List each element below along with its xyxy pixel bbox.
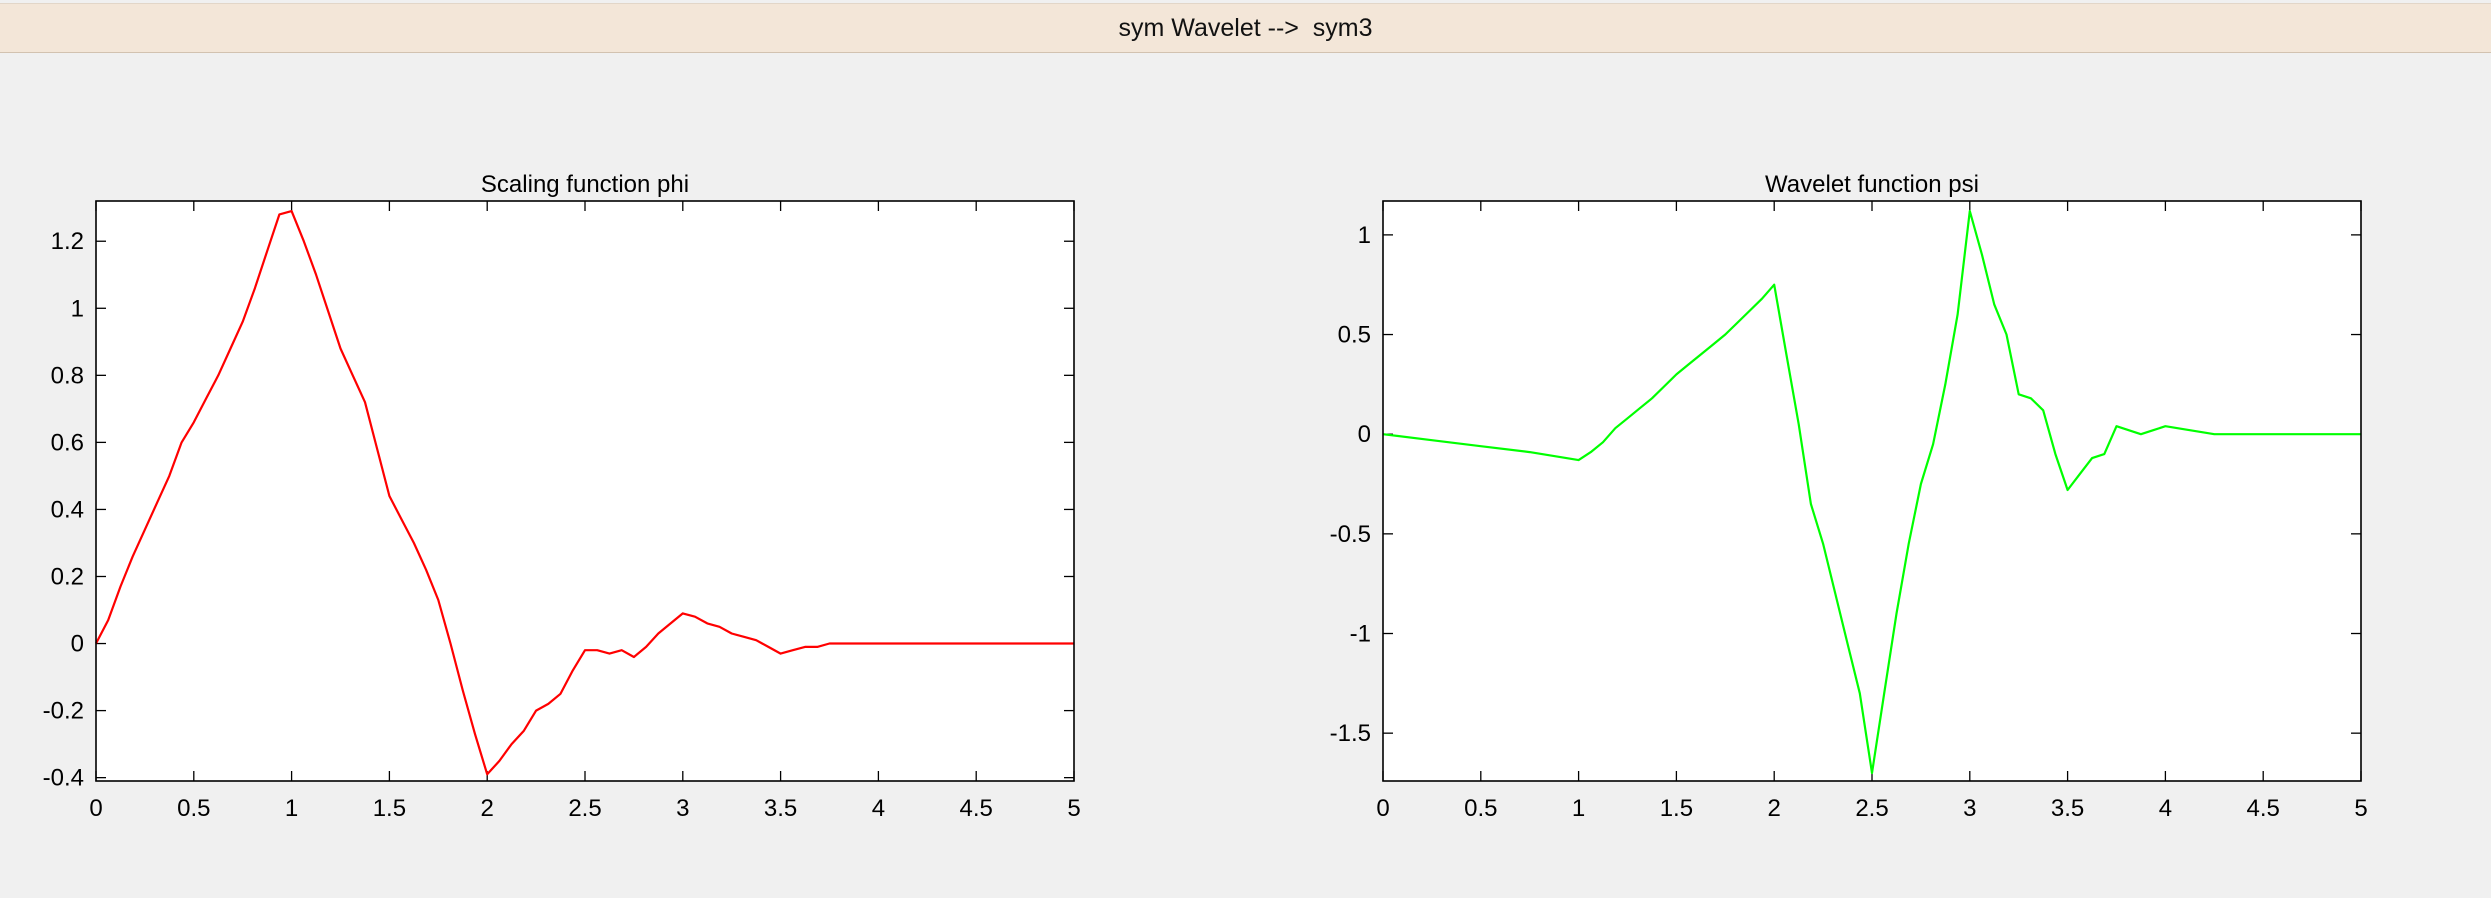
x-tick-label: 0 bbox=[89, 795, 102, 822]
plot-area bbox=[96, 201, 1074, 781]
y-tick-label: 1 bbox=[71, 295, 84, 322]
y-tick-label: -0.2 bbox=[43, 698, 84, 725]
y-tick-label: 0 bbox=[1358, 421, 1371, 448]
x-tick-label: 0 bbox=[1376, 795, 1389, 822]
x-tick-label: 2 bbox=[481, 795, 494, 822]
x-tick-label: 4 bbox=[872, 795, 885, 822]
x-tick-label: 3.5 bbox=[764, 795, 797, 822]
y-tick-label: 0.8 bbox=[51, 362, 84, 389]
x-tick-label: 5 bbox=[1067, 795, 1080, 822]
x-tick-label: 0.5 bbox=[1464, 795, 1497, 822]
x-tick-label: 4.5 bbox=[960, 795, 993, 822]
x-tick-label: 4 bbox=[2159, 795, 2172, 822]
series-line bbox=[95, 210, 1074, 776]
x-tick-label: 5 bbox=[2354, 795, 2367, 822]
y-tick-label: -0.5 bbox=[1330, 521, 1371, 548]
axes-frame bbox=[95, 200, 1075, 782]
y-tick-label: 0.2 bbox=[51, 563, 84, 590]
axes-frame bbox=[1382, 200, 2362, 782]
window-title-bar: sym Wavelet --> sym3 bbox=[0, 3, 2491, 53]
window-title: sym Wavelet --> sym3 bbox=[1118, 13, 1373, 42]
chart-title: Wavelet function psi bbox=[1765, 171, 1979, 198]
x-tick-label: 2 bbox=[1768, 795, 1781, 822]
plot-scaling-function-phi: Scaling function phi 0 0.5 1 1.5 2 2.5 3 3.5 4 4.5… bbox=[43, 171, 1081, 822]
x-tick-label: 1.5 bbox=[373, 795, 406, 822]
x-tick-label: 1 bbox=[1572, 795, 1585, 822]
y-tick-label: -1 bbox=[1350, 621, 1371, 648]
chart-title: Scaling function phi bbox=[481, 171, 689, 198]
y-tick-label: -1.5 bbox=[1330, 720, 1371, 747]
y-tick-label: 0.5 bbox=[1338, 322, 1371, 349]
series-line bbox=[1382, 209, 2361, 775]
x-tick-label: 1 bbox=[285, 795, 298, 822]
x-tick-label: 3.5 bbox=[2051, 795, 2084, 822]
y-tick-label: 1.2 bbox=[51, 228, 84, 255]
x-tick-label: 4.5 bbox=[2247, 795, 2280, 822]
plot-area bbox=[1383, 201, 2361, 781]
x-tick-label: 0.5 bbox=[177, 795, 210, 822]
y-tick-label: 0.6 bbox=[51, 429, 84, 456]
plot-wavelet-function-psi: Wavelet function psi 0 0.5 1 1.5 2 2.5 3 3.5 4 4.5… bbox=[1330, 171, 2368, 822]
y-tick-label: -0.4 bbox=[43, 765, 84, 792]
y-tick-label: 1 bbox=[1358, 222, 1371, 249]
x-tick-label: 2.5 bbox=[1855, 795, 1888, 822]
y-tick-label: 0 bbox=[71, 631, 84, 658]
x-tick-label: 2.5 bbox=[568, 795, 601, 822]
x-tick-label: 3 bbox=[676, 795, 689, 822]
x-tick-label: 3 bbox=[1963, 795, 1976, 822]
y-tick-label: 0.4 bbox=[51, 496, 84, 523]
x-tick-label: 1.5 bbox=[1660, 795, 1693, 822]
